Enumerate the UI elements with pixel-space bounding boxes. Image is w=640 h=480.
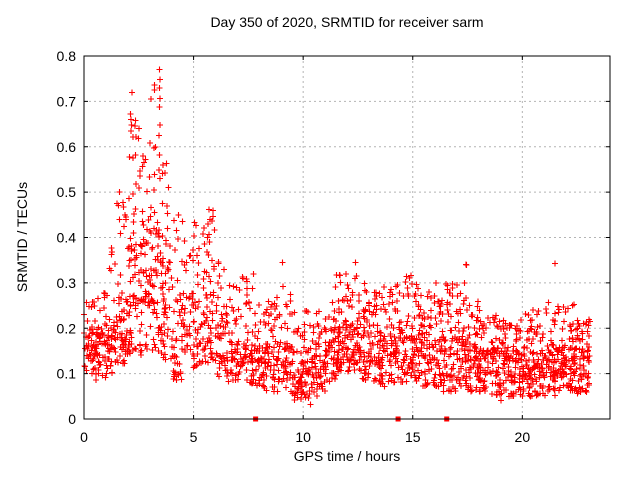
- y-tick-label: 0.4: [57, 230, 77, 246]
- y-axis-label: SRMTID / TECUs: [14, 182, 30, 292]
- y-tick-label: 0.3: [57, 275, 77, 291]
- data-points: [81, 66, 593, 408]
- y-tick-label: 0: [68, 411, 76, 427]
- x-tick-label: 10: [295, 429, 311, 445]
- y-tick-label: 0.8: [57, 48, 77, 64]
- x-tick-label: 5: [190, 429, 198, 445]
- chart-title: Day 350 of 2020, SRMTID for receiver sar…: [210, 14, 483, 30]
- y-tick-label: 0.2: [57, 320, 77, 336]
- tick-labels: 0 5 10 15 20 0 0.1 0.2 0.3 0.4 0.5 0.6 0.7 0.8: [57, 48, 531, 445]
- y-tick-label: 0.1: [57, 366, 77, 382]
- y-tick-label: 0.6: [57, 139, 77, 155]
- x-axis-label: GPS time / hours: [294, 448, 401, 464]
- axis-ticks: [83, 55, 610, 420]
- y-tick-label: 0.7: [57, 93, 77, 109]
- x-tick-label: 15: [405, 429, 421, 445]
- x-tick-label: 0: [80, 429, 88, 445]
- x-tick-label: 20: [515, 429, 531, 445]
- y-tick-label: 0.5: [57, 184, 77, 200]
